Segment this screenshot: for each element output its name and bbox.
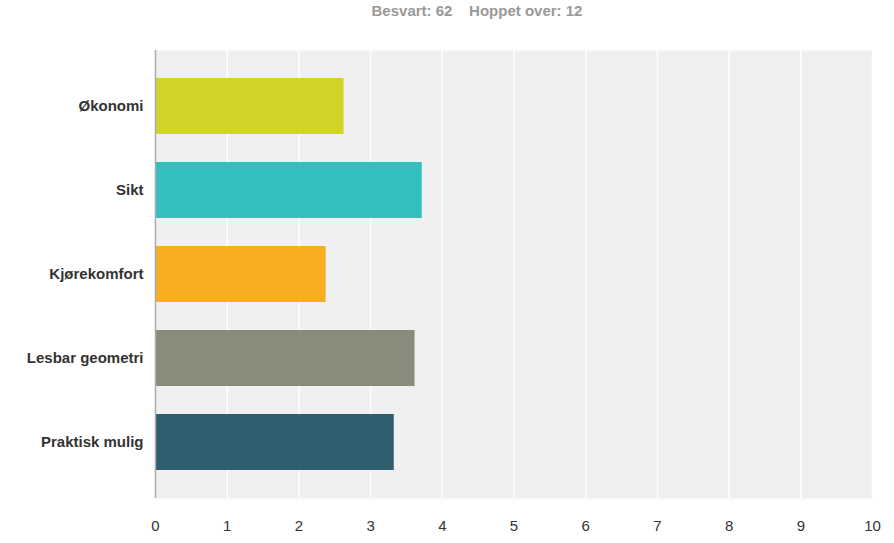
svg-text:Sikt: Sikt [116, 181, 144, 198]
svg-text:0: 0 [151, 517, 159, 534]
html-text:Besvart: 62 Hoppet over: 12: Besvart: 62 Hoppet over: 12 [371, 2, 583, 19]
svg-text:4: 4 [438, 517, 446, 534]
svg-text:1: 1 [223, 517, 231, 534]
svg-text:6: 6 [582, 517, 590, 534]
svg-text:2: 2 [295, 517, 303, 534]
svg-text:3: 3 [366, 517, 374, 534]
svg-text:9: 9 [797, 517, 805, 534]
svg-text:10: 10 [864, 517, 881, 534]
svg-text:Lesbar geometri: Lesbar geometri [27, 349, 144, 366]
svg-text:7: 7 [653, 517, 661, 534]
svg-text:Kjørekomfort: Kjørekomfort [49, 265, 143, 282]
svg-text:Praktisk mulig: Praktisk mulig [41, 433, 144, 450]
svg-text:Økonomi: Økonomi [78, 97, 143, 114]
svg-text:8: 8 [725, 517, 733, 534]
svg-text:5: 5 [510, 517, 518, 534]
